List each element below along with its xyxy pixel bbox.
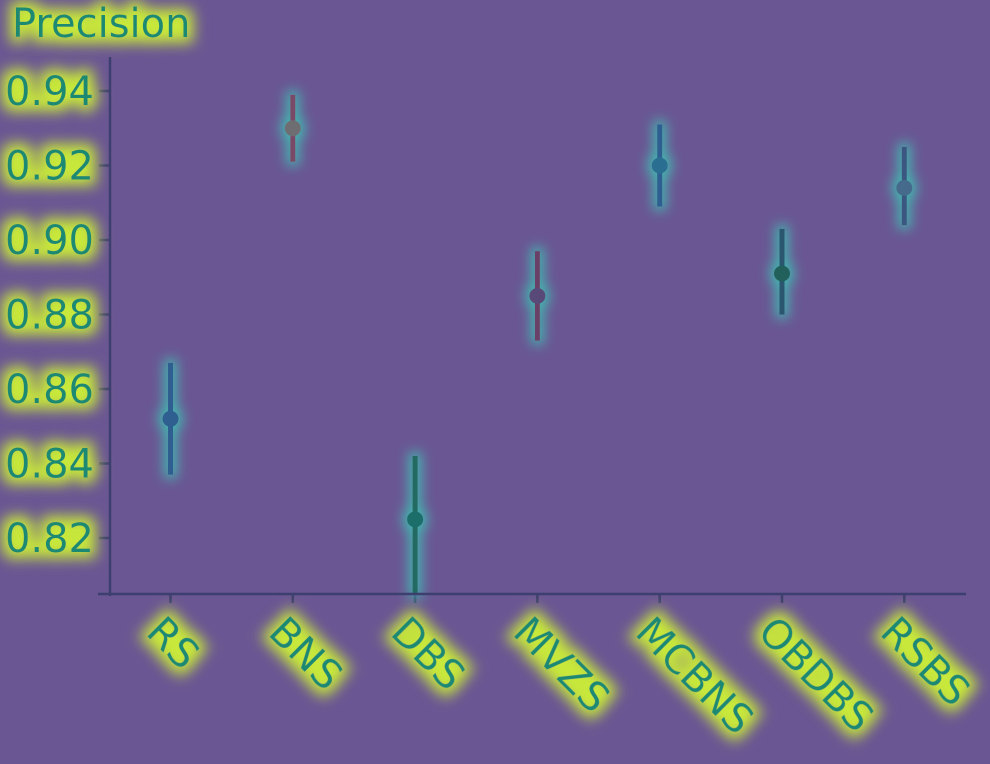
data-point-group: [896, 146, 913, 226]
y-tick-label: 0.88: [5, 293, 94, 339]
data-point-group: [651, 124, 668, 207]
error-bar-series: [162, 94, 913, 594]
data-point: [529, 287, 546, 304]
y-axis-label: Precision: [12, 1, 190, 47]
data-point: [774, 265, 790, 282]
data-point-group: [162, 362, 179, 475]
y-tick-label: 0.90: [5, 218, 94, 264]
y-tick-label: 0.94: [5, 69, 94, 115]
x-tick-label: MVZS: [504, 609, 618, 723]
y-tick-label: 0.86: [5, 367, 94, 413]
x-tick-label: BNS: [260, 609, 351, 700]
data-point-group: [774, 228, 790, 315]
data-point-group: [529, 251, 546, 341]
x-tick-label: RS: [137, 609, 207, 679]
data-point: [896, 179, 913, 196]
x-tick-label: RSBS: [871, 609, 978, 716]
y-tick-label: 0.84: [5, 442, 94, 488]
x-tick-label: OBDBS: [749, 609, 882, 742]
data-point-group: [284, 94, 301, 162]
data-point: [407, 511, 424, 528]
data-point: [651, 157, 668, 174]
x-tick-label: MCBNS: [627, 609, 762, 744]
y-axis-ticks: 0.82 0.84 0.86 0.88 0.90 0.92 0.94: [5, 69, 110, 562]
y-tick-label: 0.92: [5, 144, 94, 190]
data-point-group: [407, 456, 424, 594]
y-tick-label: 0.82: [5, 516, 94, 562]
x-tick-label: DBS: [382, 609, 473, 700]
data-point: [284, 120, 301, 137]
data-point: [162, 410, 179, 427]
